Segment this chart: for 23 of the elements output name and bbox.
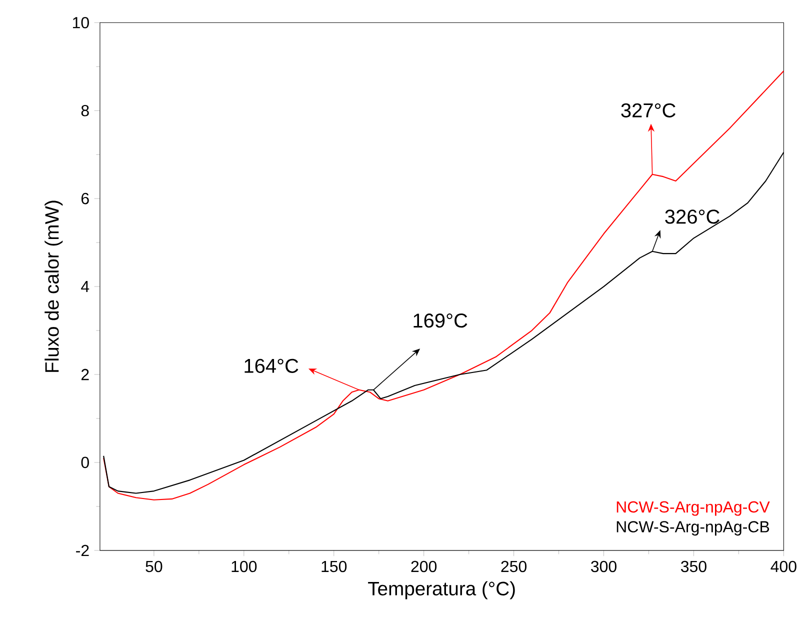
x-tick-label: 50	[146, 560, 162, 572]
x-tick-label: 350	[680, 560, 706, 572]
annotation: 164°C	[244, 358, 298, 373]
y-tick-label: 4	[81, 280, 90, 292]
text: NCW-S-Arg-npAg-CB	[616, 520, 770, 536]
y-tick-label: -2	[76, 544, 89, 556]
x-axis-title: Temperatura (°C)	[368, 581, 515, 600]
y-tick-label: 10	[72, 16, 89, 28]
x-tick-label: 150	[322, 560, 347, 572]
y-tick-label: 0	[81, 456, 89, 468]
x-tick-label: 200	[411, 560, 437, 572]
x-tick-label: 300	[591, 560, 616, 572]
y-tick-label: 8	[81, 104, 89, 116]
x-tick-label: 400	[770, 560, 796, 572]
text: NCW-S-Arg-npAg-CV	[616, 501, 770, 516]
y-tick-label: 6	[81, 192, 89, 204]
x-tick-label: 100	[232, 560, 257, 572]
annotation: 326°C	[665, 209, 720, 224]
y-axis-title: Fluxo de calor (mW)	[44, 200, 63, 372]
annotation: 327°C	[621, 103, 676, 118]
y-tick-label: 2	[81, 368, 89, 380]
x-tick-label: 250	[501, 560, 527, 572]
annotation: 169°C	[414, 313, 468, 328]
